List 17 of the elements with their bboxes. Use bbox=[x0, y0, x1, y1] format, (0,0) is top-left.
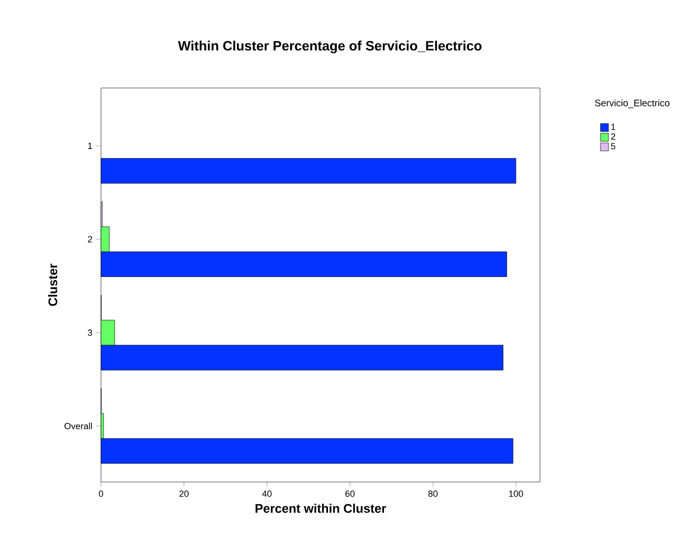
legend-label: 5 bbox=[611, 143, 616, 150]
x-tick-label: 80 bbox=[428, 490, 438, 497]
legend-title: Servicio_Electrico bbox=[595, 99, 670, 108]
x-tick-label: 20 bbox=[179, 490, 189, 497]
y-tick-label: 2 bbox=[88, 236, 92, 242]
x-tick-label: 60 bbox=[345, 490, 355, 497]
y-tick-label: 1 bbox=[88, 142, 92, 149]
legend-label: 1 bbox=[611, 124, 616, 130]
x-tick-label: 40 bbox=[262, 490, 272, 497]
legend-label: 2 bbox=[611, 133, 616, 140]
chart-title: Within Cluster Percentage of Servicio_Electrico bbox=[178, 40, 482, 54]
x-tick-label: 100 bbox=[509, 490, 524, 497]
x-tick-label: 0 bbox=[98, 490, 104, 497]
x-axis-title: Percent within Cluster bbox=[256, 504, 386, 513]
y-tick-label: Overall bbox=[64, 422, 92, 430]
y-tick-label: 3 bbox=[88, 329, 92, 336]
y-axis-title: Cluster bbox=[48, 264, 58, 306]
